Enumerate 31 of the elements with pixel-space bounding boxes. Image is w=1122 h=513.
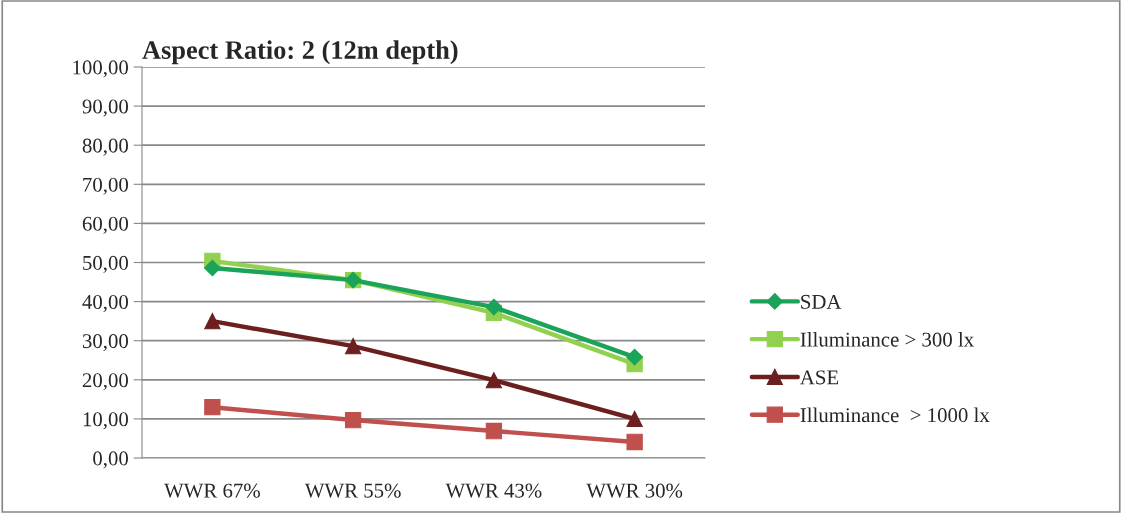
- legend-label: Illuminance > 300 lx: [800, 331, 974, 347]
- y-tick-label: 90,00: [82, 99, 129, 117]
- x-tick-label: WWR 43%: [445, 483, 542, 498]
- y-tick-label: 50,00: [83, 255, 129, 273]
- point: [204, 259, 221, 277]
- point: [626, 348, 643, 366]
- y-tick-label: 0,00: [93, 451, 129, 469]
- y-tick-label: 30,00: [82, 334, 129, 352]
- point: [485, 298, 503, 316]
- point: [204, 399, 221, 416]
- point: [344, 338, 362, 355]
- point: [344, 411, 362, 429]
- x-tick-label: WWR 30%: [586, 483, 683, 498]
- y-tick-label: 40,00: [82, 294, 129, 313]
- y-tick-label: 100,00: [73, 60, 129, 78]
- point: [485, 372, 503, 389]
- point: [485, 422, 503, 440]
- y-tick-label: 20,00: [82, 373, 129, 391]
- legend-label: SDA: [801, 294, 842, 309]
- y-tick-label: 10,00: [83, 412, 129, 430]
- x-tick-label: WWR 67%: [164, 483, 260, 498]
- y-tick-label: 80,00: [82, 138, 129, 156]
- point: [626, 410, 643, 428]
- point: [204, 312, 221, 330]
- y-tick-label: 70,00: [83, 177, 129, 195]
- legend-label: ASE: [800, 370, 839, 385]
- chart-title: Aspect Ratio: 2 (12m depth): [142, 40, 458, 65]
- legend-label: Illuminance > 1000 lx: [800, 407, 990, 423]
- y-tick-label: 60,00: [82, 216, 129, 234]
- point: [626, 433, 643, 451]
- x-tick-label: WWR 55%: [304, 483, 401, 498]
